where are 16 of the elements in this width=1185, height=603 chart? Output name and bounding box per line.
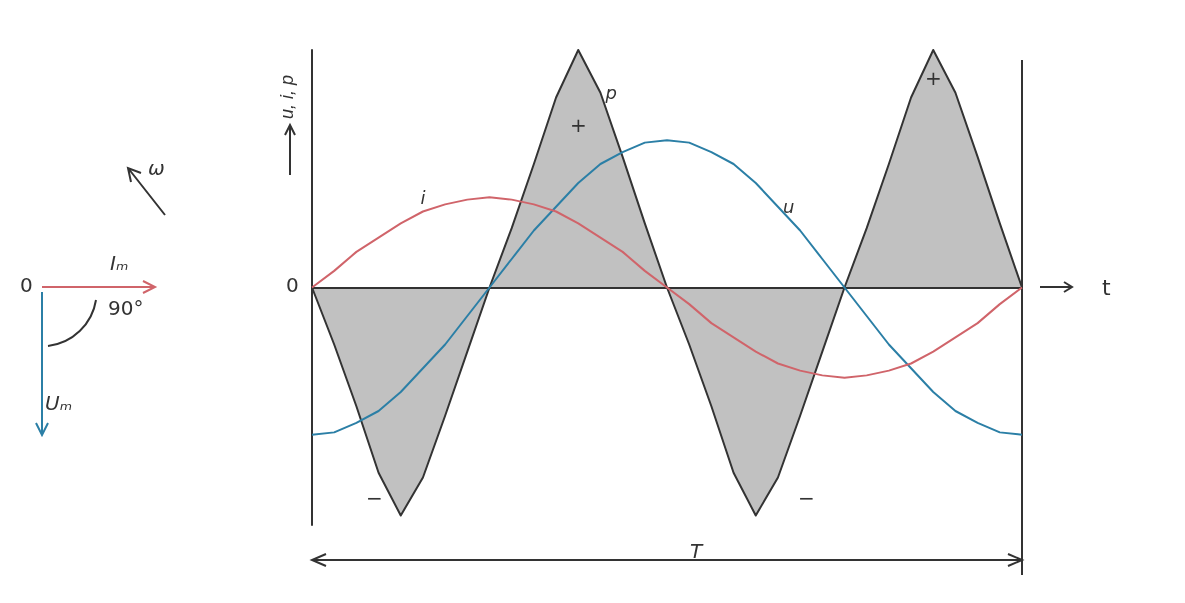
- text: 0: [20, 273, 33, 297]
- series-label: i: [420, 187, 426, 208]
- series-label: p: [604, 82, 617, 104]
- annotation: +: [925, 66, 942, 90]
- annotation: +: [570, 113, 587, 137]
- text: T: [690, 539, 704, 563]
- x-axis-title: t: [1102, 275, 1111, 300]
- y-axis-title: u, i, p: [277, 75, 297, 120]
- text: 90°: [108, 296, 144, 320]
- text: Iₘ: [110, 251, 129, 275]
- text: ω: [148, 156, 165, 180]
- annotation: −: [366, 486, 383, 510]
- annotation: −: [798, 486, 815, 510]
- series-label: u: [782, 196, 795, 218]
- text: 0: [286, 273, 299, 297]
- text: Uₘ: [45, 391, 73, 415]
